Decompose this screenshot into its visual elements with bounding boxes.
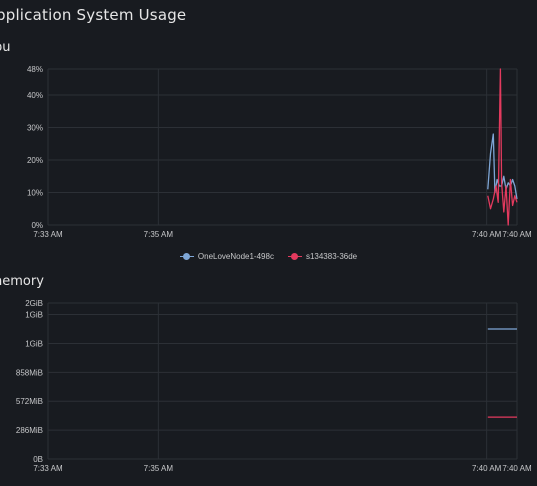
memory-x-tick-label: 7:33 AM (33, 464, 63, 473)
memory-y-tick-label: 572MiB (16, 397, 43, 406)
legend-label: s134383-36de (305, 252, 358, 261)
memory-x-tick-label: 7:40 AM (472, 464, 502, 473)
legend-label: OneLoveNode1-498c (197, 252, 274, 261)
legend-item-oneLovenode[interactable]: OneLoveNode1-498c (179, 252, 274, 261)
legend-swatch-red-icon (287, 253, 302, 261)
cpu-x-tick-label: 7:35 AM (144, 230, 174, 239)
memory-x-tick-label: 7:40 AM (502, 464, 532, 473)
memory-y-tick-label: 1GiB (25, 311, 43, 320)
legend-swatch-blue-icon (179, 253, 194, 261)
legend: OneLoveNode1-498c s134383-36de (0, 252, 537, 261)
cpu-y-tick-label: 40% (27, 91, 43, 100)
cpu-series-onelovenode1-498c (487, 133, 518, 200)
memory-y-tick-label: 1GiB (25, 339, 43, 348)
memory-y-tick-label: 286MiB (16, 426, 43, 435)
cpu-series-s134383-36de (487, 68, 518, 226)
memory-section-title: nemory (0, 274, 44, 289)
cpu-section-title: pu (0, 40, 11, 55)
memory-y-tick-label: 858MiB (16, 368, 43, 377)
memory-y-tick-label: 0B (33, 455, 43, 464)
cpu-y-tick-label: 10% (27, 189, 43, 198)
cpu-x-tick-label: 7:40 AM (472, 230, 502, 239)
legend-item-s134383[interactable]: s134383-36de (287, 252, 358, 261)
cpu-x-tick-label: 7:40 AM (502, 230, 532, 239)
cpu-x-tick-label: 7:33 AM (33, 230, 63, 239)
cpu-y-tick-label: 30% (27, 124, 43, 133)
memory-y-tick-label: 2GiB (25, 299, 43, 308)
cpu-y-tick-label: 20% (27, 156, 43, 165)
memory-x-tick-label: 7:35 AM (144, 464, 174, 473)
cpu-y-tick-label: 48% (27, 65, 43, 74)
page-title: pplication System Usage (0, 6, 187, 24)
cpu-y-tick-label: 0% (31, 221, 43, 230)
